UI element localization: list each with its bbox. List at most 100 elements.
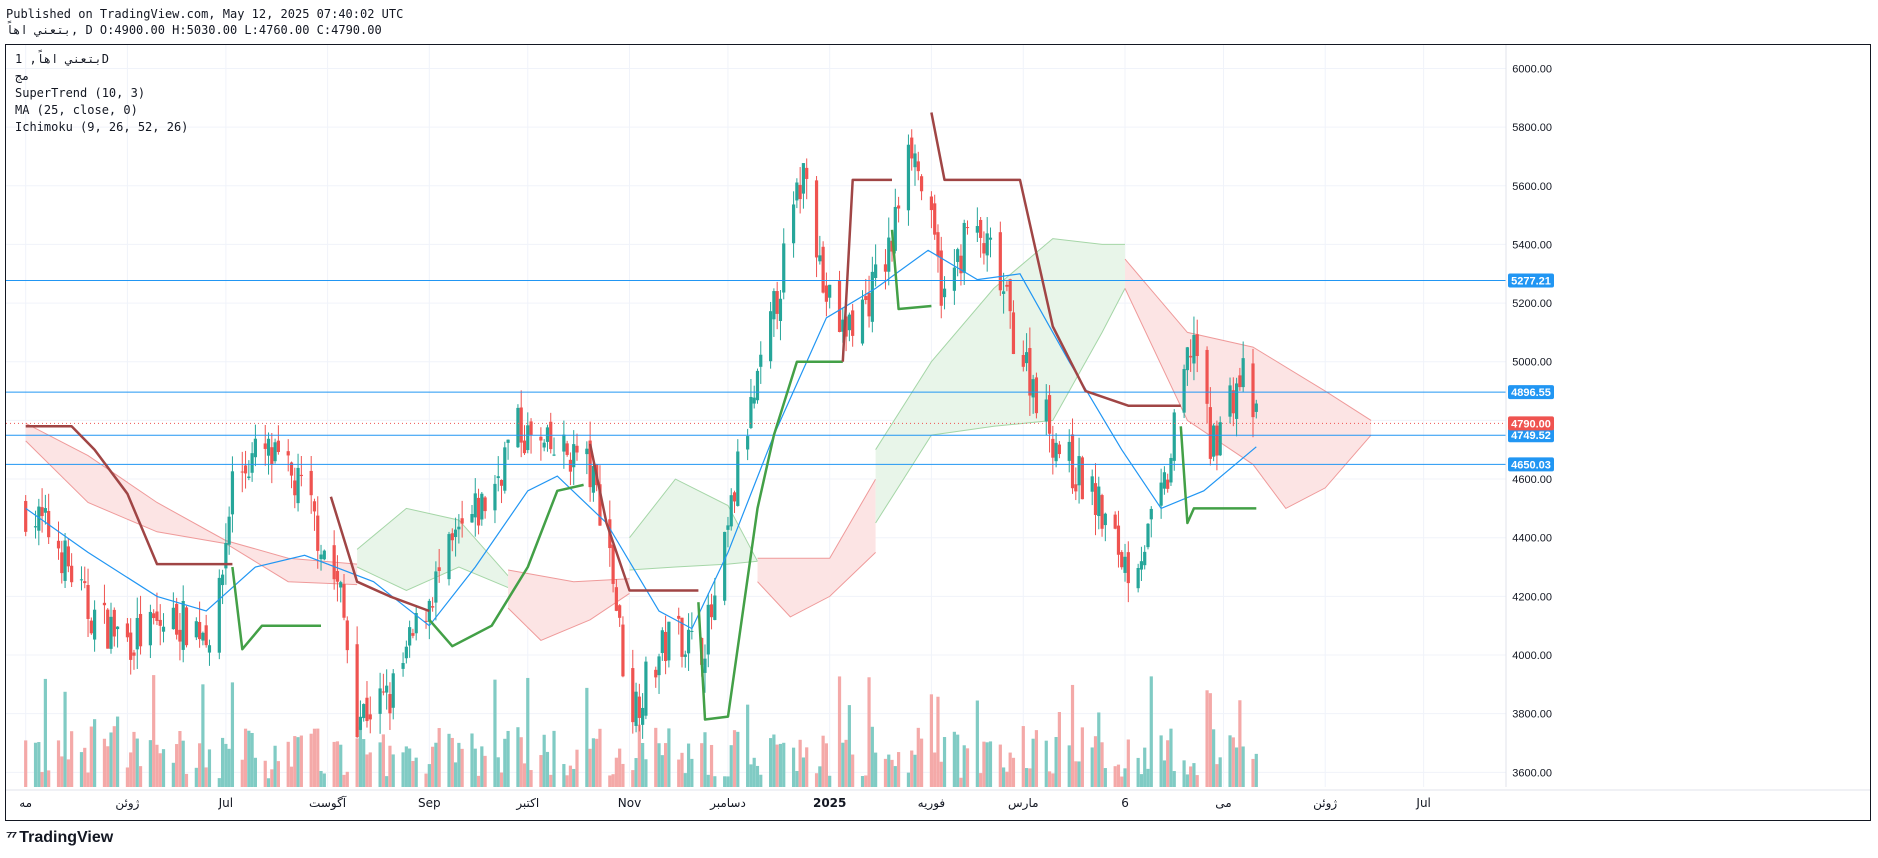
tradingview-logo-icon: ⁷⁷: [6, 829, 17, 846]
candle-body: [631, 668, 635, 723]
volume-bar: [115, 716, 120, 787]
indicator-ichimoku[interactable]: Ichimoku (9, 26, 52, 26): [15, 120, 189, 134]
candle-body: [437, 567, 441, 571]
candle-body: [732, 492, 737, 502]
candle-body: [818, 255, 822, 262]
candle-body: [962, 222, 966, 273]
chart-frame[interactable]: 3600.00 3800.00 4000.00 4200.00 4400.00 4600.…: [5, 44, 1871, 821]
candle-body: [634, 691, 638, 726]
candle-body: [365, 697, 369, 722]
candle-body: [1212, 425, 1216, 457]
volume-bar: [985, 742, 989, 787]
candle-body: [893, 206, 897, 251]
candle-body: [220, 574, 225, 586]
volume-bar: [171, 762, 175, 787]
volume-bar: [791, 747, 796, 787]
volume-bar: [1011, 757, 1016, 787]
candle-body: [828, 284, 832, 298]
volume-bar: [851, 754, 855, 787]
candle-body: [1074, 484, 1078, 492]
volume-bar: [339, 744, 343, 787]
indicator-supertrend[interactable]: SuperTrend (10, 3): [15, 86, 146, 100]
candle-body: [480, 493, 484, 520]
candle-body: [339, 582, 343, 588]
volume-bar: [263, 760, 267, 787]
volume-bar: [755, 765, 760, 787]
volume-bar: [782, 742, 786, 787]
supertrend-up: [1179, 426, 1257, 525]
volume-bar: [178, 731, 182, 787]
volume-bar: [545, 751, 550, 787]
candle-body: [1123, 556, 1127, 573]
volume-bar: [801, 757, 806, 787]
volume-bar: [148, 740, 152, 787]
volume-bar: [247, 730, 251, 787]
candle-body: [322, 550, 326, 560]
time-axis[interactable]: مه ژوئن Jul آگوست Sep اکتبر Nov دسامبر 2025 فوریه…: [6, 789, 1870, 811]
candle-body: [1067, 441, 1071, 461]
volume-bar: [1120, 776, 1124, 787]
volume-bar: [1149, 676, 1153, 787]
volume-bar: [93, 719, 97, 787]
volume-bar: [447, 733, 451, 787]
volume-bar: [184, 773, 189, 787]
candle-body: [752, 397, 756, 404]
candle-body: [1139, 561, 1144, 570]
candle-body: [664, 631, 668, 662]
candle-body: [906, 144, 911, 211]
cloud-span-b: [875, 288, 1126, 524]
volume-bar: [723, 776, 727, 787]
symbol-title[interactable]: بتعني اهاً, 1D: [15, 52, 109, 66]
candle-body: [1116, 525, 1121, 555]
brand-name: TradingView: [19, 829, 114, 846]
candle-body: [266, 438, 271, 456]
candle-body: [709, 604, 714, 618]
volume-bar: [1074, 761, 1078, 787]
candle-body: [539, 436, 543, 441]
y-tick-label: 4000.00: [1512, 650, 1552, 662]
volume-bar: [66, 759, 70, 787]
candle-body: [161, 626, 166, 632]
volume-bar: [798, 739, 802, 787]
volume-bar: [746, 704, 750, 787]
price-axis[interactable]: 3600.00 3800.00 4000.00 4200.00 4400.00 4600.…: [1505, 45, 1554, 787]
volume-bar: [135, 738, 139, 787]
volume-bar: [309, 733, 313, 787]
volume-bar: [391, 754, 395, 787]
price-chart[interactable]: 3600.00 3800.00 4000.00 4200.00 4400.00 4600.…: [6, 45, 1870, 820]
candle-body: [1218, 422, 1222, 456]
volume-bar: [414, 757, 418, 787]
cloud-segment-bear: [25, 423, 358, 585]
y-tick-label: 5800.00: [1512, 122, 1552, 134]
candle-body: [401, 663, 405, 669]
candle-body: [378, 688, 382, 714]
candle-body: [24, 500, 28, 532]
candle-body: [572, 444, 576, 468]
volume-bar: [293, 736, 297, 787]
volume-bar: [690, 758, 694, 787]
candle-body: [844, 316, 848, 337]
candle-body: [289, 462, 294, 476]
candle-body: [1126, 552, 1130, 584]
hline-price-tag-text: 4650.03: [1511, 459, 1551, 471]
volume-bar: [1051, 773, 1055, 787]
volume-bar: [276, 761, 280, 787]
candle-body: [431, 606, 435, 608]
indicator-ma[interactable]: MA (25, close, 0): [15, 103, 138, 117]
candle-body: [1254, 403, 1258, 412]
last-price-tag: 4790.00: [1508, 416, 1554, 431]
candle-body: [1057, 444, 1061, 455]
volume-bar: [998, 744, 1002, 787]
volume-bar: [437, 728, 441, 787]
candle-body: [155, 611, 159, 621]
volume-bar: [595, 738, 599, 787]
volume-bar: [60, 756, 64, 787]
volume-bar: [896, 752, 901, 787]
volume-bar: [1195, 775, 1199, 787]
candle-body: [56, 540, 61, 549]
volume-bar: [680, 752, 684, 787]
supertrend-down: [25, 425, 233, 566]
candle-body: [1031, 379, 1035, 398]
footer-brand[interactable]: ⁷⁷ TradingView: [6, 829, 113, 847]
volume-bar: [631, 770, 635, 787]
